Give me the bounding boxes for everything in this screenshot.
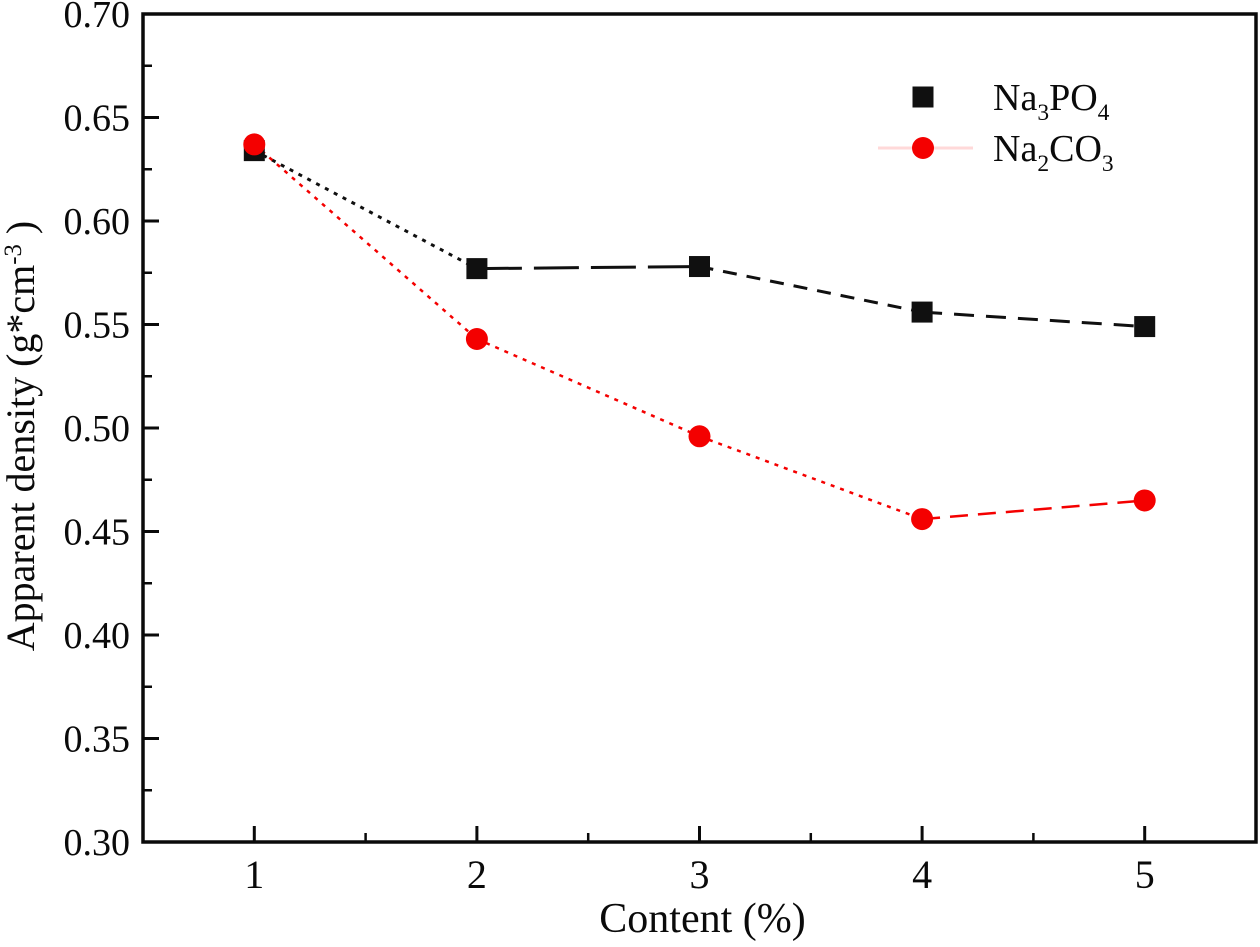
series-line-Na2CO3 <box>699 435 923 521</box>
series-line-Na3PO4 <box>922 310 1145 329</box>
y-tick-label: 0.55 <box>64 305 131 347</box>
series-line-Na3PO4 <box>476 265 700 271</box>
y-tick-label: 0.40 <box>64 615 131 657</box>
x-tick-label: 2 <box>467 852 487 897</box>
y-axis-title: Apparent density (g*cm-3 ) <box>0 221 43 652</box>
y-tick-label: 0.45 <box>64 512 131 554</box>
square-marker-icon <box>689 256 710 278</box>
legend-label-Na3PO4: Na3PO4 <box>993 77 1110 126</box>
legend-square-marker-icon <box>912 86 934 108</box>
y-tick-label: 0.65 <box>64 98 131 140</box>
square-marker-icon <box>911 301 933 323</box>
x-axis-title: Content (%) <box>599 896 805 942</box>
legend-circle-marker-icon <box>912 137 934 159</box>
series-line-Na2CO3 <box>921 499 1145 521</box>
y-tick-label: 0.35 <box>64 719 131 761</box>
x-tick-label: 4 <box>912 852 932 897</box>
square-marker-icon <box>1134 316 1156 338</box>
legend-label-Na2CO3: Na2CO3 <box>993 128 1114 177</box>
circle-marker-icon <box>243 133 266 156</box>
series-line-Na2CO3 <box>476 337 701 438</box>
series-line-Na3PO4 <box>253 149 478 270</box>
series-line-Na2CO3 <box>253 143 478 340</box>
x-tick-label: 5 <box>1135 852 1155 897</box>
square-marker-icon <box>466 258 488 280</box>
y-tick-label: 0.60 <box>64 201 131 243</box>
y-tick-label: 0.50 <box>64 408 131 450</box>
circle-marker-icon <box>465 327 488 350</box>
series-line-Na3PO4 <box>699 265 923 314</box>
y-tick-label: 0.30 <box>64 822 131 864</box>
circle-marker-icon <box>911 508 934 531</box>
x-tick-label: 1 <box>244 852 264 897</box>
x-tick-label: 3 <box>690 852 710 897</box>
circle-marker-icon <box>688 425 711 448</box>
circle-marker-icon <box>1133 489 1156 512</box>
y-tick-label: 0.70 <box>64 0 131 36</box>
